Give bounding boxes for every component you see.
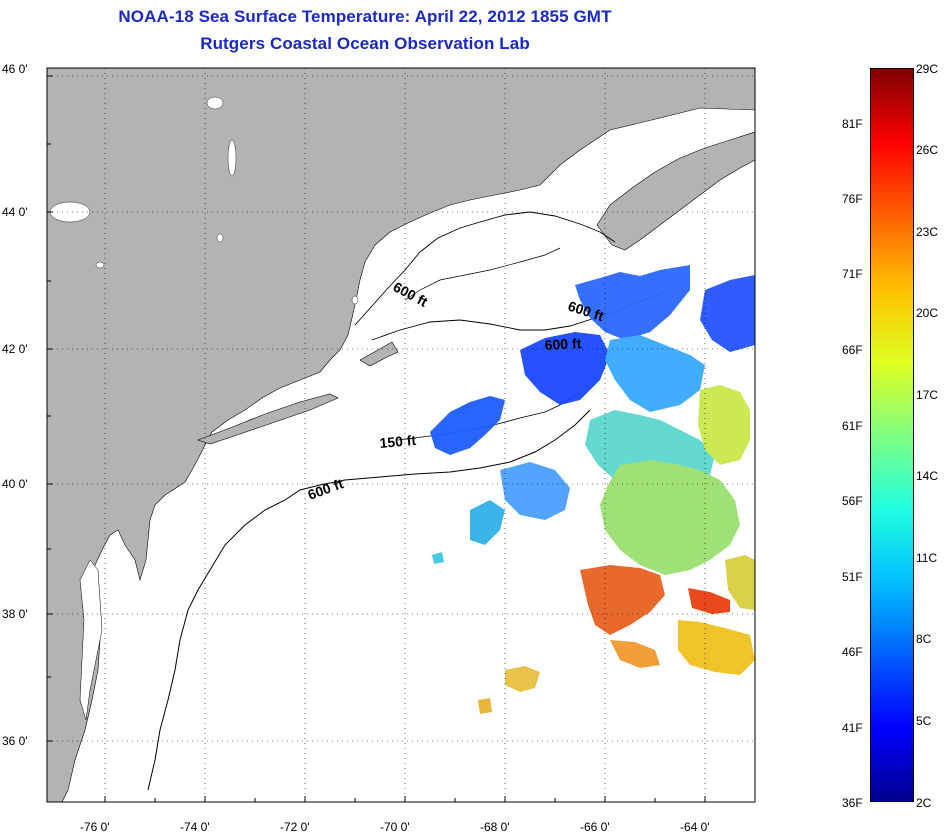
colorbar-f-label: 81F [842,117,863,131]
land-long-island [197,393,339,445]
map-frame [46,67,756,803]
colorbar-f-label: 41F [842,721,863,735]
contour-label: 150 ft [379,432,417,451]
colorbar-c-label: 23C [916,225,939,239]
colorbar-c-label: 11C [916,551,938,565]
colorbar-c-label: 5C [916,714,932,728]
land-cape-cod [359,341,399,367]
chesapeake-bay [79,559,103,721]
colorbar-f-label: 76F [842,192,863,206]
colorbar-c-label: 17C [916,388,939,402]
lat-label: 38 0' [2,607,28,621]
lat-label: 42 0' [2,342,28,356]
colorbar-f-label: 71F [842,267,863,281]
sst-data [430,265,755,714]
lon-label: -72 0' [280,820,310,834]
colorbar-c-label: 26C [916,143,939,157]
colorbar-c-label: 29C [916,62,939,76]
lon-label: -70 0' [380,820,410,834]
colorbar-f-label: 56F [842,494,863,508]
land-nova-scotia [596,131,755,251]
colorbar-f-label: 46F [842,645,863,659]
colorbar-f-label: 51F [842,570,863,584]
colorbar-f-label: 36F [842,796,863,810]
lon-label: -74 0' [180,820,210,834]
lake [49,201,91,223]
lon-label: -76 0' [80,820,110,834]
lat-label: 44 0' [2,205,28,219]
contour-label: 600 ft [544,335,582,353]
temperature-colorbar [870,68,914,802]
lat-label: 36 0' [2,734,28,748]
colorbar-c-label: 8C [916,632,932,646]
lat-label: 40 0' [2,477,28,491]
lake [216,233,224,243]
lake [95,261,105,269]
colorbar-c-label: 20C [916,306,939,320]
contour-600ft-north [354,211,616,326]
lon-label: -64 0' [680,820,710,834]
contour-600ft-south [147,409,591,791]
lon-label: -68 0' [480,820,510,834]
grid-lines [47,68,755,802]
lat-label: 46 0' [2,62,28,76]
lake [206,96,224,110]
colorbar-c-label: 2C [916,796,932,810]
axis-ticks [47,75,706,802]
colorbar-c-label: 14C [916,469,939,483]
lake [227,139,237,177]
contour-gulf-inner [404,247,561,301]
colorbar-f-label: 66F [842,343,863,357]
lake [351,295,359,305]
map-title: NOAA-18 Sea Surface Temperature: April 2… [118,7,612,26]
map-subtitle: Rutgers Coastal Ocean Observation Lab [200,34,530,53]
colorbar-f-label: 61F [842,419,863,433]
lon-label: -66 0' [580,820,610,834]
